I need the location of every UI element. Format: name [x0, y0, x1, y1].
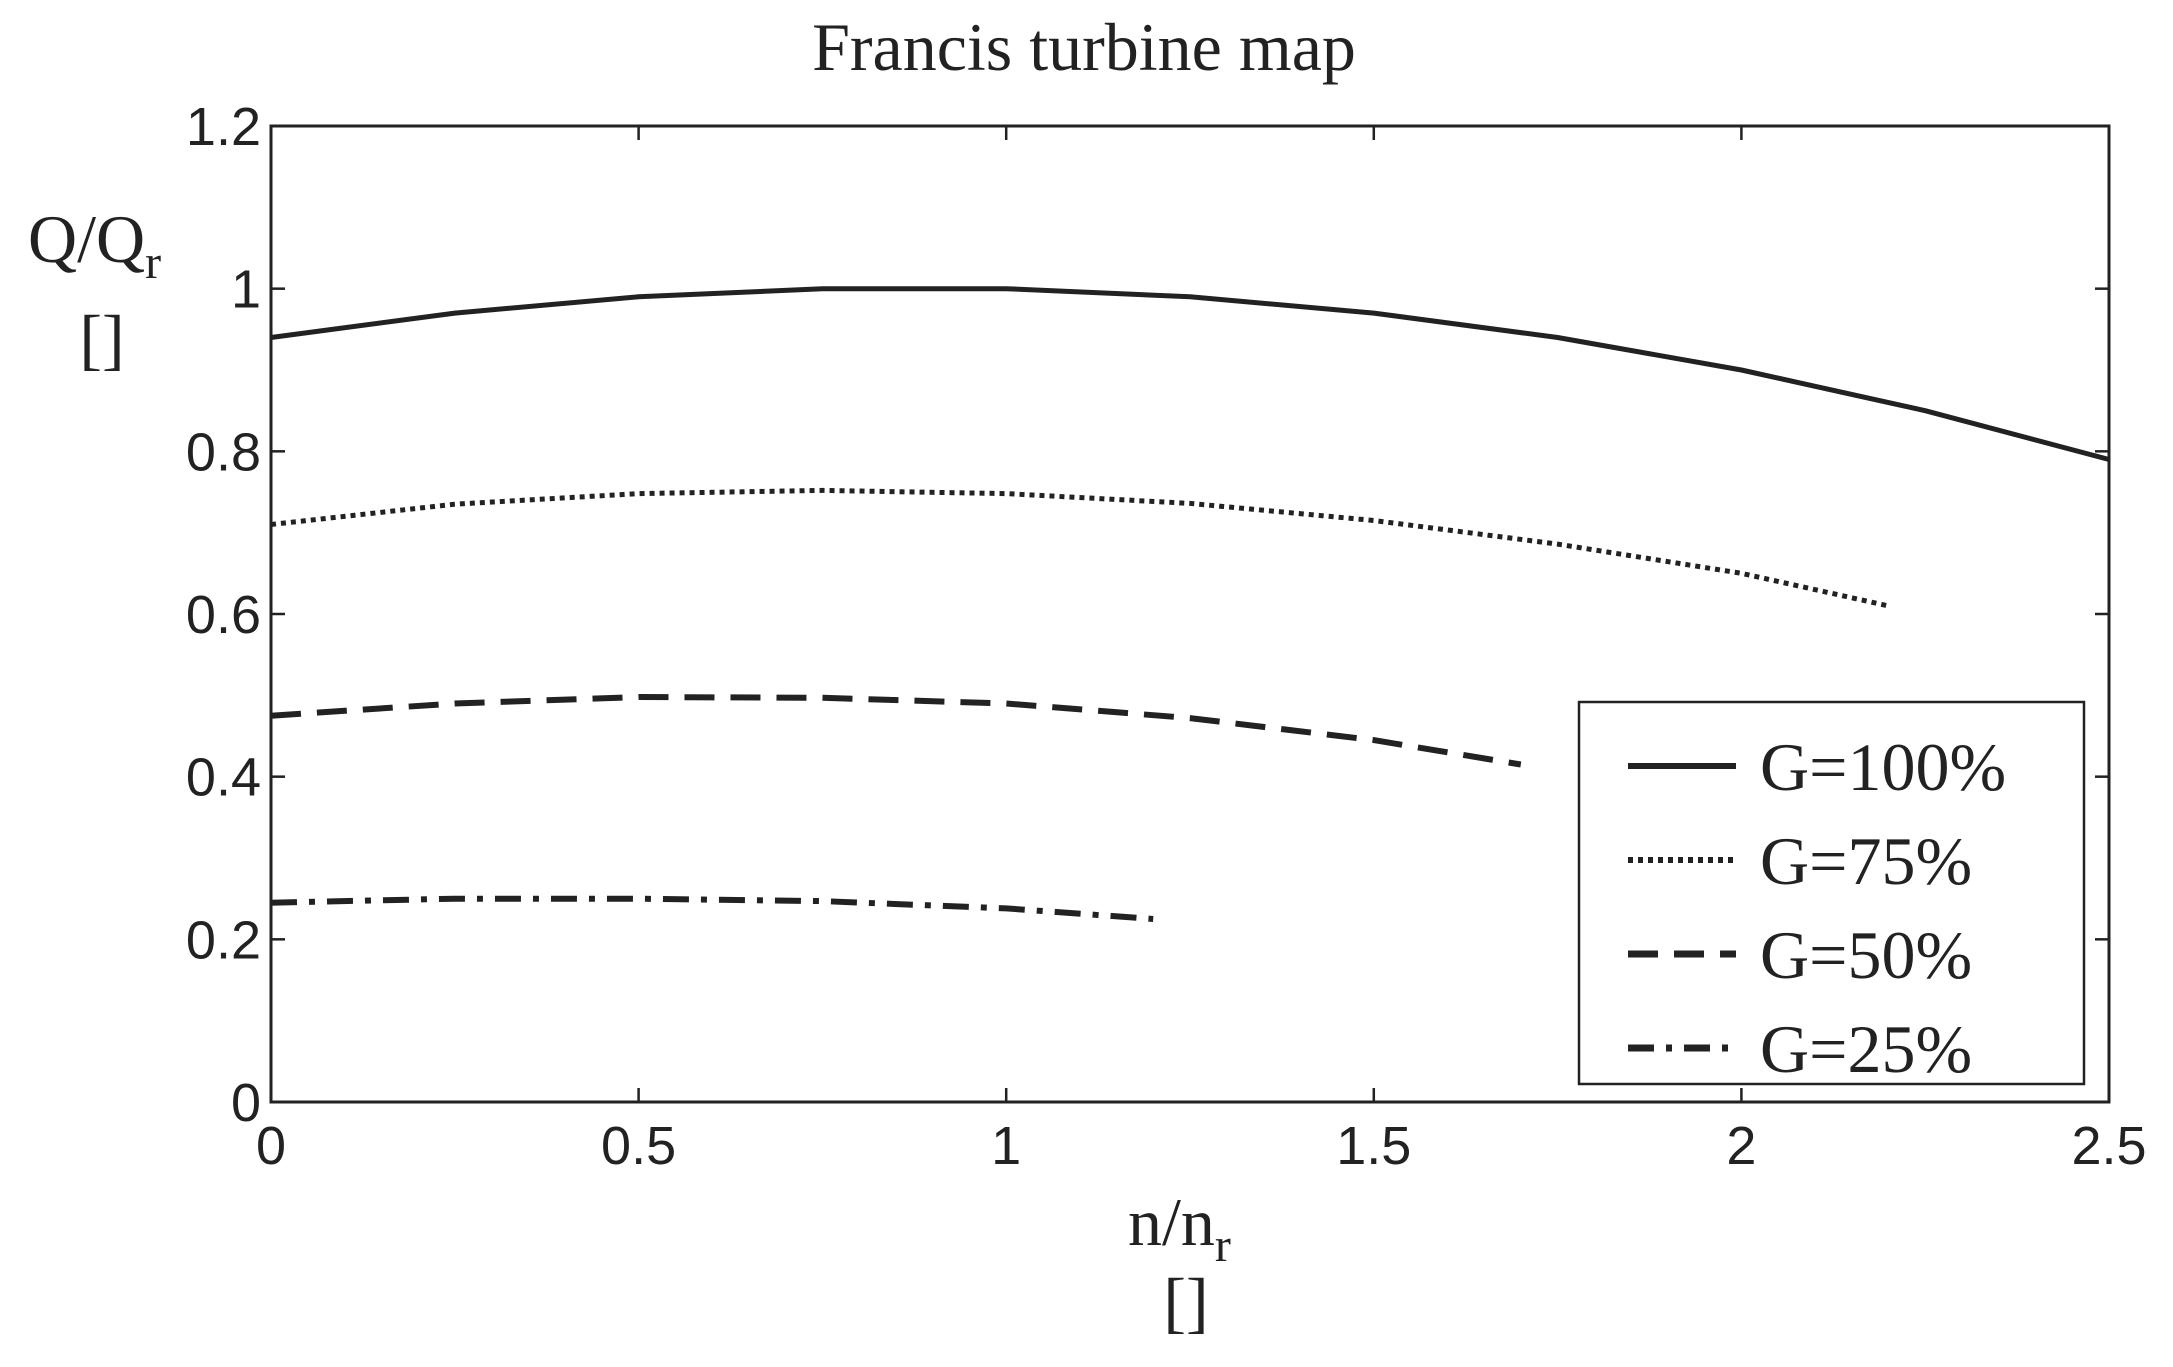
x-axis-unit: []: [1163, 1264, 1208, 1340]
series-line-g100: [270, 286, 2110, 462]
x-tick-label: 2: [1726, 1116, 1756, 1176]
y-axis-label-subscript: r: [145, 236, 161, 289]
x-axis-label-subscript: r: [1215, 1219, 1231, 1272]
y-tick-label: 1: [231, 260, 261, 320]
x-tick-label: 1: [991, 1116, 1021, 1176]
y-tick-label: 0.8: [186, 422, 261, 482]
legend-label: G=100%: [1760, 729, 2006, 805]
series-line-g25: [270, 895, 1154, 922]
x-axis-label-main: n/n: [1128, 1184, 1215, 1260]
series-line-g75: [270, 487, 1889, 609]
x-tick-label: 0: [256, 1116, 286, 1176]
x-axis-ticks: 0 0.5 1 1.5 2 2.5: [256, 126, 2147, 1176]
y-tick-label: 0: [231, 1073, 261, 1133]
x-tick-label: 2.5: [2071, 1116, 2146, 1176]
y-tick-label: 0.6: [186, 585, 261, 645]
y-axis-unit: []: [79, 301, 124, 377]
y-tick-label: 1.2: [186, 97, 261, 157]
legend-label: G=75%: [1760, 823, 1972, 899]
x-tick-label: 0.5: [601, 1116, 676, 1176]
plot-area: 0 0.5 1 1.5 2 2.5 0 0.2 0.4 0.6 0.8 1 1.2: [186, 97, 2147, 1176]
y-axis-ticks: 0 0.2 0.4 0.6 0.8 1 1.2: [186, 97, 2109, 1133]
y-tick-label: 0.2: [186, 910, 261, 970]
x-tick-label: 1.5: [1336, 1116, 1411, 1176]
y-tick-label: 0.4: [186, 748, 261, 808]
series-line-g50: [270, 694, 1522, 768]
legend-label: G=50%: [1760, 917, 1972, 993]
series-lines: [270, 286, 2110, 922]
y-axis-label-main: Q/Q: [28, 201, 145, 277]
legend: G=100% G=75% G=50% G=25%: [1577, 700, 2086, 1087]
x-axis-label: n/nr: [1128, 1184, 1231, 1272]
y-axis-label: Q/Qr: [28, 201, 161, 289]
legend-label: G=25%: [1760, 1011, 1972, 1087]
chart-title: Francis turbine map: [812, 9, 1356, 85]
